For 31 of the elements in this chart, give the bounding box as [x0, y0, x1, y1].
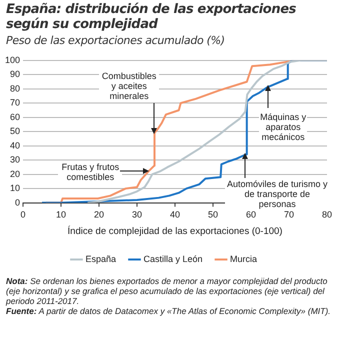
y-tick-label: 10: [10, 183, 20, 194]
x-tick-label: 20: [94, 210, 104, 220]
y-tick-label: 80: [10, 83, 20, 94]
x-tick-label: 80: [322, 210, 332, 220]
y-tick-label: 70: [10, 98, 20, 108]
annotation: Combustibles y aceites minerales: [99, 71, 160, 102]
x-axis-title: Índice de complejidad de las exportaciones (0-100): [68, 224, 282, 237]
y-tick-label: 0: [15, 197, 20, 208]
y-tick-label: 20: [10, 168, 20, 179]
chart-title: España: distribución de las exportaciones según su complejidad: [6, 2, 297, 32]
source-note: Fuente: A partir de datos de Datacomex y «The Atlas of Economic Complexity» (MIT).: [6, 306, 332, 316]
text: Nota: Se ordenan los bienes exportados de menor a mayor complejidad del producto (eje horizontal) y se grafica el peso acumulado de las exportaciones (eje vertical) del periodo 2011-2017.: [6, 276, 328, 306]
y-tick-label: 90: [10, 69, 20, 80]
y-tick-label: 60: [10, 112, 20, 122]
legend-label: Castilla y León: [143, 254, 203, 264]
x-tick-label: 50: [208, 210, 218, 220]
x-tick-label: 60: [246, 210, 256, 220]
annotation: Frutas y frutos comestibles: [58, 162, 122, 182]
y-tick-label: 30: [10, 154, 20, 165]
annotation: Máquinas y aparatos mecánicos: [259, 112, 308, 142]
x-tick-label: 40: [170, 210, 180, 220]
y-tick-label: 40: [10, 140, 20, 150]
legend-label: España: [85, 254, 116, 264]
chart-subtitle: Peso de las exportaciones acumulado (%): [6, 34, 225, 47]
legend-label: Murcia: [230, 254, 258, 264]
annotation: Automóviles de turismo y de transporte de personas: [225, 179, 330, 210]
x-tick-label: 30: [132, 210, 142, 220]
y-tick-label: 50: [10, 126, 20, 136]
y-tick-label: 100: [4, 54, 20, 65]
x-tick-label: 70: [284, 210, 294, 220]
x-tick-label: 10: [56, 210, 66, 220]
